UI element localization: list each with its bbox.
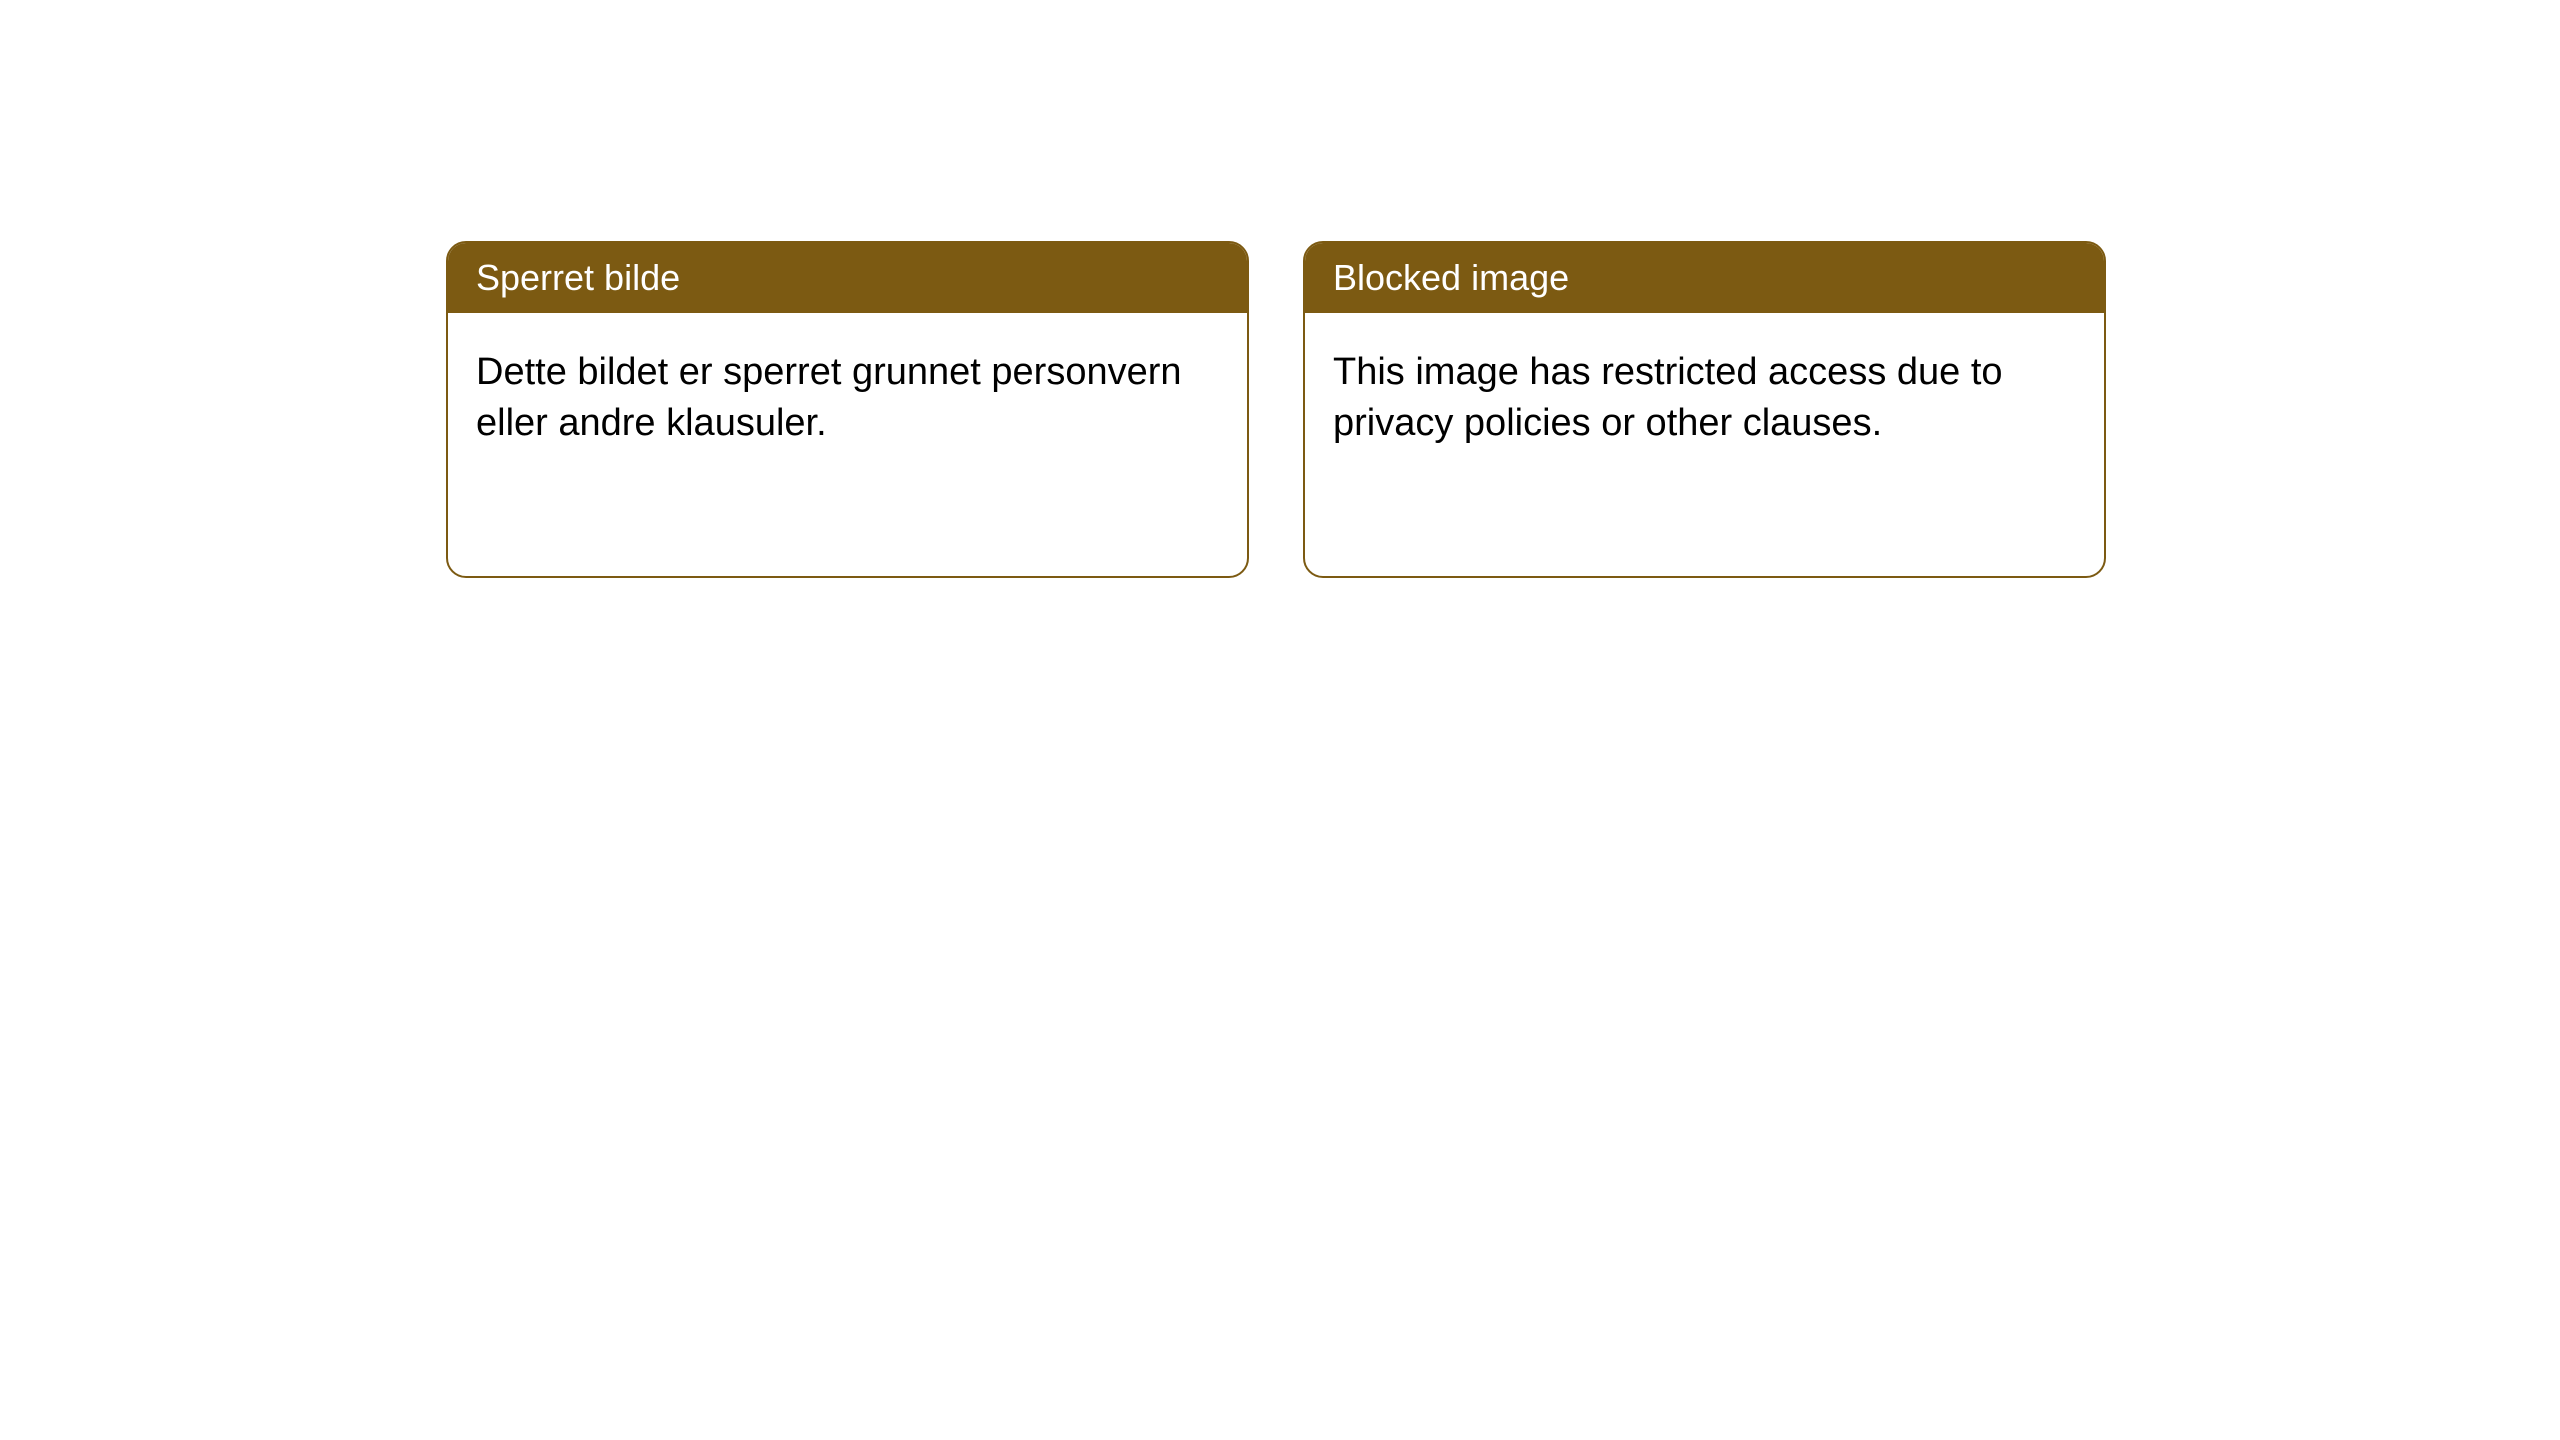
- notice-card-norwegian: Sperret bilde Dette bildet er sperret gr…: [446, 241, 1249, 578]
- notice-card-header: Sperret bilde: [448, 243, 1247, 313]
- notice-card-body: This image has restricted access due to …: [1305, 313, 2104, 484]
- notice-body-text: Dette bildet er sperret grunnet personve…: [476, 351, 1182, 444]
- notice-header-text: Sperret bilde: [476, 257, 680, 298]
- notice-card-header: Blocked image: [1305, 243, 2104, 313]
- notice-card-body: Dette bildet er sperret grunnet personve…: [448, 313, 1247, 484]
- notice-header-text: Blocked image: [1333, 257, 1569, 298]
- notice-card-english: Blocked image This image has restricted …: [1303, 241, 2106, 578]
- notice-body-text: This image has restricted access due to …: [1333, 351, 2003, 444]
- notice-card-container: Sperret bilde Dette bildet er sperret gr…: [446, 241, 2106, 578]
